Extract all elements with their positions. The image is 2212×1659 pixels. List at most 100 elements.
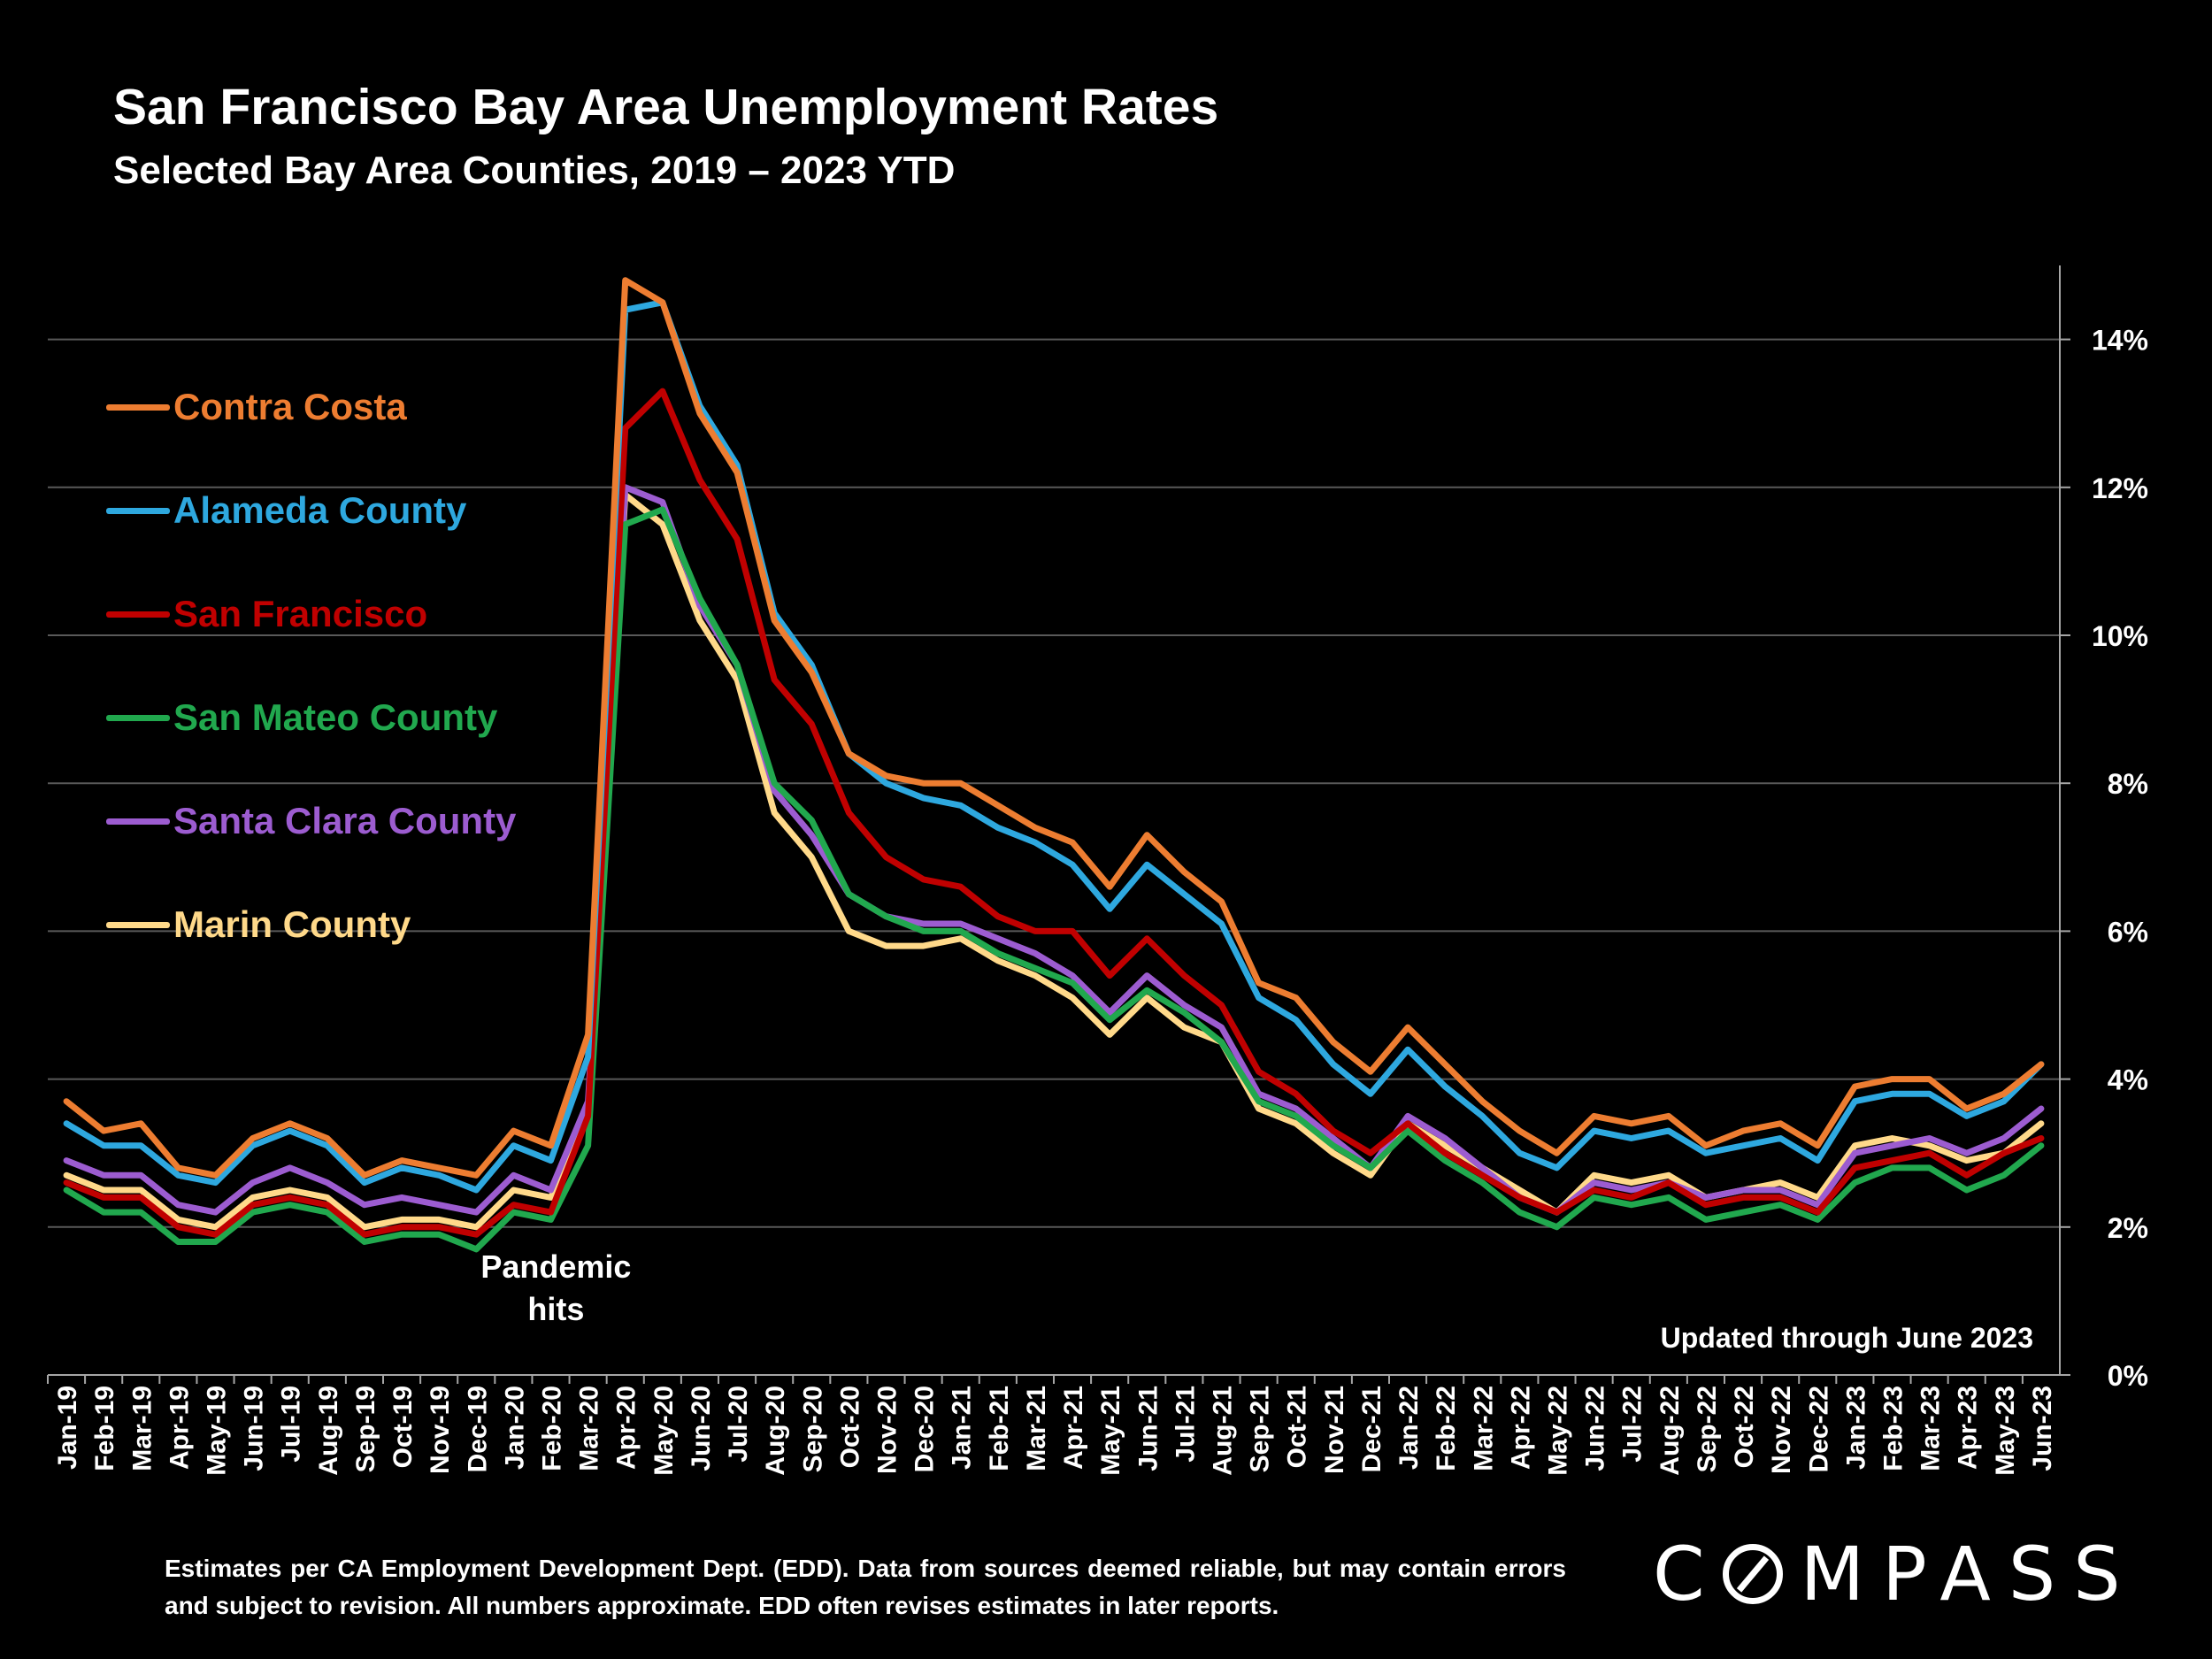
legend-label: Marin County [173, 903, 411, 945]
legend-item: Contra Costa [106, 380, 407, 434]
footnote: Estimates per CA Employment Development … [165, 1555, 1566, 1619]
legend-item: San Francisco [106, 588, 427, 641]
series-lines [63, 277, 2045, 1253]
x-tick-label: Oct-22 [1730, 1386, 1759, 1468]
legend-item: Marin County [106, 898, 411, 951]
legend-swatch [106, 818, 170, 825]
y-tick-labels: 0% 2% 4% 6% 8% 10% 12% 14% [2092, 325, 2148, 1392]
x-tick-label: Mar-21 [1022, 1386, 1051, 1471]
x-tick-label: Jan-20 [500, 1386, 529, 1470]
x-tick-label: Apr-19 [165, 1386, 194, 1470]
y-tick-label: 4% [2108, 1064, 2148, 1096]
x-tick-label: Mar-19 [127, 1386, 157, 1471]
axes [47, 265, 2070, 1384]
x-tick-label: Apr-20 [612, 1386, 641, 1470]
x-tick-label: Feb-19 [90, 1386, 119, 1471]
x-tick-label: Jul-22 [1618, 1386, 1647, 1463]
x-tick-label: Jun-23 [2028, 1386, 2057, 1471]
x-tick-label: Feb-23 [1879, 1386, 1909, 1471]
x-tick-label: Jul-21 [1171, 1386, 1200, 1463]
x-tick-label: Jan-22 [1394, 1386, 1424, 1470]
legend-label: Alameda County [173, 489, 467, 531]
legend-label: San Francisco [173, 593, 428, 634]
x-tick-label: Dec-22 [1804, 1386, 1833, 1472]
series-line-san-francisco [63, 388, 2045, 1238]
x-tick-label: Dec-20 [910, 1386, 940, 1472]
series-line-contra-costa [63, 277, 2045, 1179]
series-line-alameda-county [63, 299, 2045, 1194]
x-tick-label: May-20 [649, 1386, 679, 1476]
y-tick-label: 6% [2108, 916, 2148, 948]
x-tick-label: Aug-22 [1655, 1386, 1685, 1476]
x-tick-label: Apr-23 [1954, 1386, 1983, 1470]
x-tick-label: Sep-21 [1246, 1386, 1275, 1472]
x-tick-label: Aug-21 [1209, 1386, 1238, 1476]
x-tick-label: Mar-20 [575, 1386, 604, 1471]
x-tick-label: Jan-23 [1841, 1386, 1870, 1470]
x-tick-label: Feb-22 [1432, 1386, 1461, 1471]
annotation-line: hits [527, 1291, 584, 1327]
y-tick-label: 2% [2108, 1212, 2148, 1244]
series-line-santa-clara-county [63, 484, 2045, 1216]
annotations: Pandemic hits Updated through June 2023 [480, 1248, 2033, 1354]
legend-label: San Mateo County [173, 696, 498, 738]
x-tick-label: Mar-23 [1916, 1386, 1946, 1471]
x-tick-label: Apr-22 [1506, 1386, 1535, 1470]
legend-item: San Mateo County [106, 691, 497, 744]
x-tick-label: Jan-21 [948, 1386, 977, 1470]
x-tick-labels: Jan-19 Feb-19 Mar-19 Apr-19 May-19 Jun-19 Jul-… [53, 1386, 2057, 1476]
x-tick-label: Feb-20 [538, 1386, 567, 1471]
x-tick-label: Nov-21 [1320, 1386, 1349, 1474]
x-tick-label: Jan-19 [53, 1386, 82, 1470]
x-tick-label: Jul-19 [277, 1386, 306, 1463]
x-tick-label: May-23 [1991, 1386, 2020, 1476]
legend-swatch [106, 611, 170, 618]
y-tick-label: 12% [2092, 472, 2148, 504]
chart-title: San Francisco Bay Area Unemployment Rate… [113, 79, 1219, 135]
x-tick-label: Oct-19 [388, 1386, 418, 1468]
logo-compass-o-icon [1722, 1544, 1783, 1604]
x-tick-label: Dec-19 [463, 1386, 492, 1472]
x-tick-label: Aug-20 [761, 1386, 790, 1476]
x-tick-label: Jun-21 [1133, 1386, 1163, 1471]
x-tick-label: May-22 [1544, 1386, 1573, 1476]
y-tick-label: 14% [2092, 325, 2148, 357]
x-tick-label: Nov-19 [426, 1386, 455, 1474]
x-tick-label: Apr-21 [1059, 1386, 1088, 1470]
legend-swatch [106, 507, 170, 514]
compass-logo: C MPASS [1653, 1531, 2139, 1617]
x-tick-label: Nov-22 [1767, 1386, 1796, 1474]
x-tick-label: Jun-20 [687, 1386, 716, 1471]
legend-item: Santa Clara County [106, 795, 516, 848]
x-tick-label: Feb-21 [985, 1386, 1014, 1471]
x-tick-label: Oct-20 [835, 1386, 864, 1468]
x-tick-label: Nov-20 [873, 1386, 902, 1474]
gridlines [48, 338, 2060, 1228]
x-tick-label: Mar-22 [1469, 1386, 1498, 1471]
x-tick-label: Oct-21 [1283, 1386, 1312, 1468]
annotation-updated: Updated through June 2023 [1661, 1322, 2033, 1354]
logo-text-start: C [1653, 1531, 1723, 1617]
x-tick-label: Dec-21 [1357, 1386, 1386, 1472]
x-tick-label: Sep-19 [351, 1386, 380, 1472]
x-tick-label: Jun-22 [1581, 1386, 1610, 1471]
x-tick-label: Sep-22 [1693, 1386, 1722, 1472]
x-tick-label: Jun-19 [240, 1386, 269, 1471]
series-line-san-mateo-county [63, 506, 2045, 1253]
legend-item: Alameda County [106, 484, 466, 537]
annotation-pandemic-hits: Pandemic hits [480, 1248, 631, 1327]
x-tick-label: May-19 [203, 1386, 232, 1476]
y-tick-label: 10% [2092, 620, 2148, 652]
annotation-line: Pandemic [480, 1248, 631, 1285]
legend-label: Santa Clara County [173, 800, 517, 841]
chart-subtitle: Selected Bay Area Counties, 2019 – 2023 … [113, 149, 956, 192]
x-tick-label: Aug-19 [314, 1386, 343, 1476]
legend-swatch [106, 714, 170, 721]
y-tick-label: 0% [2108, 1360, 2148, 1392]
y-tick-label: 8% [2108, 768, 2148, 800]
legend-label: Contra Costa [173, 386, 407, 427]
x-tick-label: Jul-20 [724, 1386, 753, 1463]
x-tick-label: May-21 [1096, 1386, 1125, 1476]
legend-swatch [106, 403, 170, 411]
